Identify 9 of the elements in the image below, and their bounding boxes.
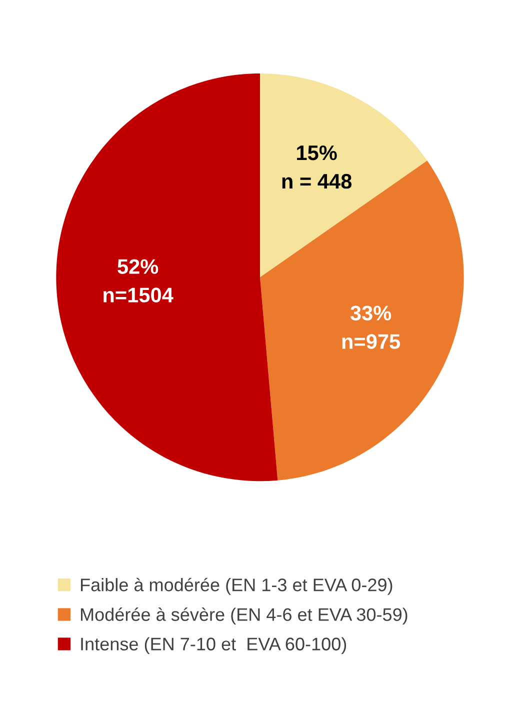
data-label: 33% n=975 xyxy=(342,306,400,349)
legend-label: Faible à modérée (EN 1-3 et EVA 0-29) xyxy=(81,578,392,595)
pie-slice xyxy=(260,73,428,278)
pie-slice xyxy=(260,160,464,480)
pie-slice xyxy=(56,73,278,482)
legend-label: Intense (EN 7-10 et EVA 60-100) xyxy=(81,637,346,654)
data-label: 15% n = 448 xyxy=(282,146,352,189)
data-label: 52% n=1504 xyxy=(104,259,174,302)
legend-label: Modérée à sévère (EN 4-6 et EVA 30-59) xyxy=(81,608,408,625)
